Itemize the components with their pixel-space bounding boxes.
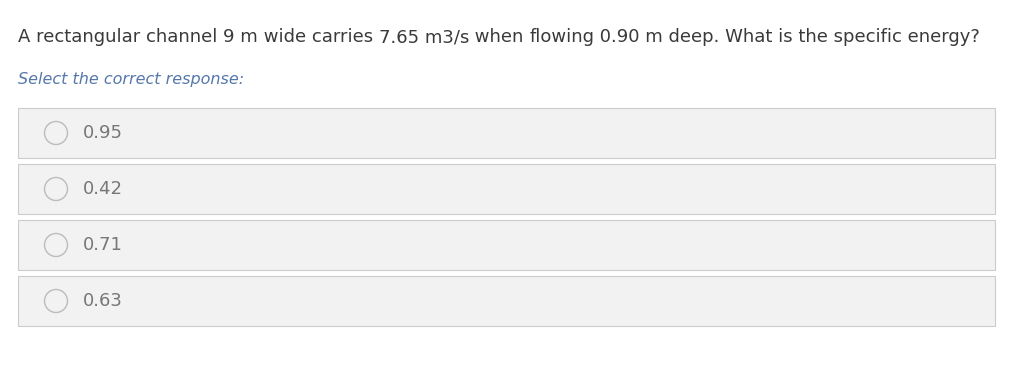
Text: 0.42: 0.42 (83, 180, 123, 198)
Bar (18, 164, 995, 214)
Text: Select the correct response:: Select the correct response: (18, 72, 244, 87)
Text: 0.90 m deep. What is the specific energy?: 0.90 m deep. What is the specific energy… (595, 28, 981, 46)
Text: A rectangular channel: A rectangular channel (18, 28, 223, 46)
Bar (18, 108, 995, 158)
Text: 0.63: 0.63 (83, 292, 123, 310)
Text: flowing: flowing (529, 28, 595, 46)
Text: 0.95: 0.95 (83, 124, 123, 142)
Text: 0.71: 0.71 (83, 236, 123, 254)
Text: 9 m: 9 m (223, 28, 258, 46)
Bar (18, 276, 995, 326)
Text: when: when (469, 28, 529, 46)
Bar (18, 220, 995, 270)
Text: wide carries: wide carries (258, 28, 379, 46)
Text: 7.65 m3/s: 7.65 m3/s (379, 28, 469, 46)
